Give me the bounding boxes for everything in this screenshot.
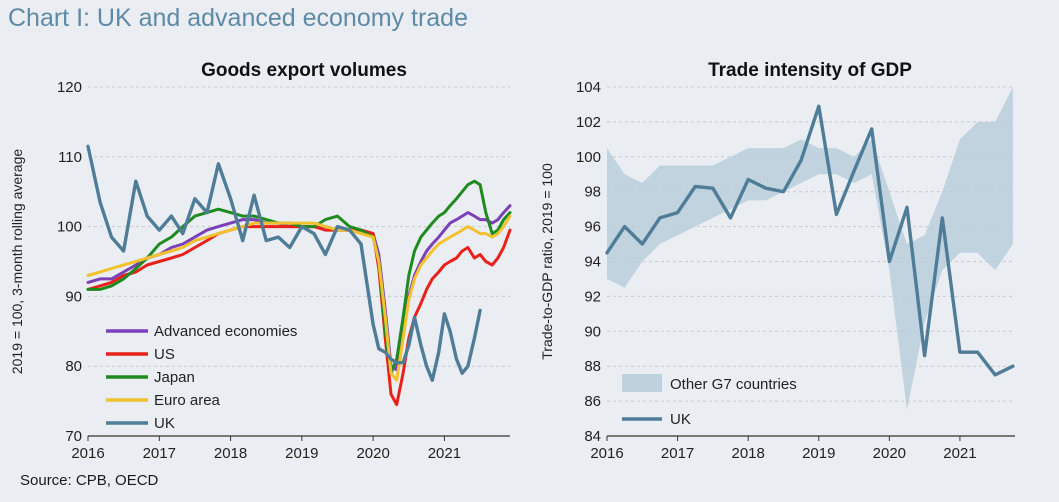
legend-label-advanced: Advanced economies — [154, 323, 297, 340]
left-series-lines — [86, 144, 512, 407]
legend-label-euro: Euro area — [154, 392, 221, 409]
r-y-tick-label: 94 — [584, 254, 601, 271]
l-x-tick-label: 2020 — [356, 445, 389, 462]
l-x-tick-label: 2021 — [428, 445, 461, 462]
left-legend: Advanced economies US Japan Euro area UK — [106, 323, 297, 432]
right-series-lines — [605, 104, 1015, 377]
series-line-euro-area — [86, 214, 512, 382]
right-band-area — [607, 87, 1013, 410]
legend-label-uk: UK — [154, 415, 175, 432]
right-chart-title: Trade intensity of GDP — [708, 60, 912, 81]
left-chart-title: Goods export volumes — [201, 60, 407, 81]
r-x-tick-label: 2018 — [731, 445, 764, 462]
right-y-axis-label: Trade-to-GDP ratio, 2019 = 100 — [539, 163, 555, 360]
r-x-tick-label: 2020 — [873, 445, 906, 462]
r-y-tick-label: 84 — [584, 428, 601, 445]
goods-export-panel: Goods export volumes 70 80 90 100 110 120 201… — [9, 60, 512, 462]
right-y-ticks: 84 86 88 90 92 94 96 98 100 102 104 — [576, 79, 601, 445]
l-x-tick-label: 2017 — [143, 445, 176, 462]
series-line-us — [86, 225, 512, 407]
legend-label-band: Other G7 countries — [670, 376, 797, 393]
series-line-japan — [86, 179, 512, 375]
l-x-tick-label: 2016 — [71, 445, 104, 462]
r-x-tick-label: 2016 — [590, 445, 623, 462]
l-y-tick-label: 80 — [65, 358, 82, 375]
legend-label-uk: UK — [670, 411, 691, 428]
r-y-tick-label: 100 — [576, 149, 601, 166]
r-x-tick-label: 2019 — [802, 445, 835, 462]
r-y-tick-label: 92 — [584, 288, 601, 305]
left-y-axis-label: 2019 = 100, 3-month rolling average — [9, 149, 25, 375]
series-line-uk — [605, 104, 1015, 377]
series-line-uk — [86, 144, 482, 382]
band-other-g7-countries — [607, 87, 1013, 410]
l-y-tick-label: 110 — [58, 149, 82, 166]
l-x-tick-label: 2019 — [285, 445, 318, 462]
trade-intensity-panel: Trade intensity of GDP 84 86 88 90 92 94 96 98 1… — [539, 60, 1015, 462]
r-y-tick-label: 88 — [584, 358, 601, 375]
legend-label-us: US — [154, 346, 175, 363]
right-x-ticks: 2016 2017 2018 2019 2020 2021 — [590, 436, 977, 462]
legend-swatch-band — [622, 374, 662, 392]
l-y-tick-label: 120 — [57, 79, 82, 96]
l-x-tick-label: 2018 — [214, 445, 247, 462]
r-y-tick-label: 104 — [576, 79, 601, 96]
l-y-tick-label: 70 — [65, 428, 82, 445]
r-y-tick-label: 86 — [584, 393, 601, 410]
left-x-ticks: 2016 2017 2018 2019 2020 2021 — [71, 436, 461, 462]
r-y-tick-label: 102 — [576, 114, 601, 131]
r-y-tick-label: 96 — [584, 219, 601, 236]
legend-label-japan: Japan — [154, 369, 195, 386]
r-x-tick-label: 2017 — [661, 445, 694, 462]
r-y-tick-label: 90 — [584, 323, 601, 340]
l-y-tick-label: 100 — [57, 219, 82, 236]
r-x-tick-label: 2021 — [943, 445, 976, 462]
l-y-tick-label: 90 — [65, 288, 82, 305]
source-note: Source: CPB, OECD — [20, 472, 159, 489]
chart-main-title: Chart I: UK and advanced economy trade — [8, 4, 468, 32]
left-y-ticks: 70 80 90 100 110 120 — [57, 79, 82, 445]
r-y-tick-label: 98 — [584, 184, 601, 201]
right-legend: Other G7 countries UK — [622, 374, 797, 428]
